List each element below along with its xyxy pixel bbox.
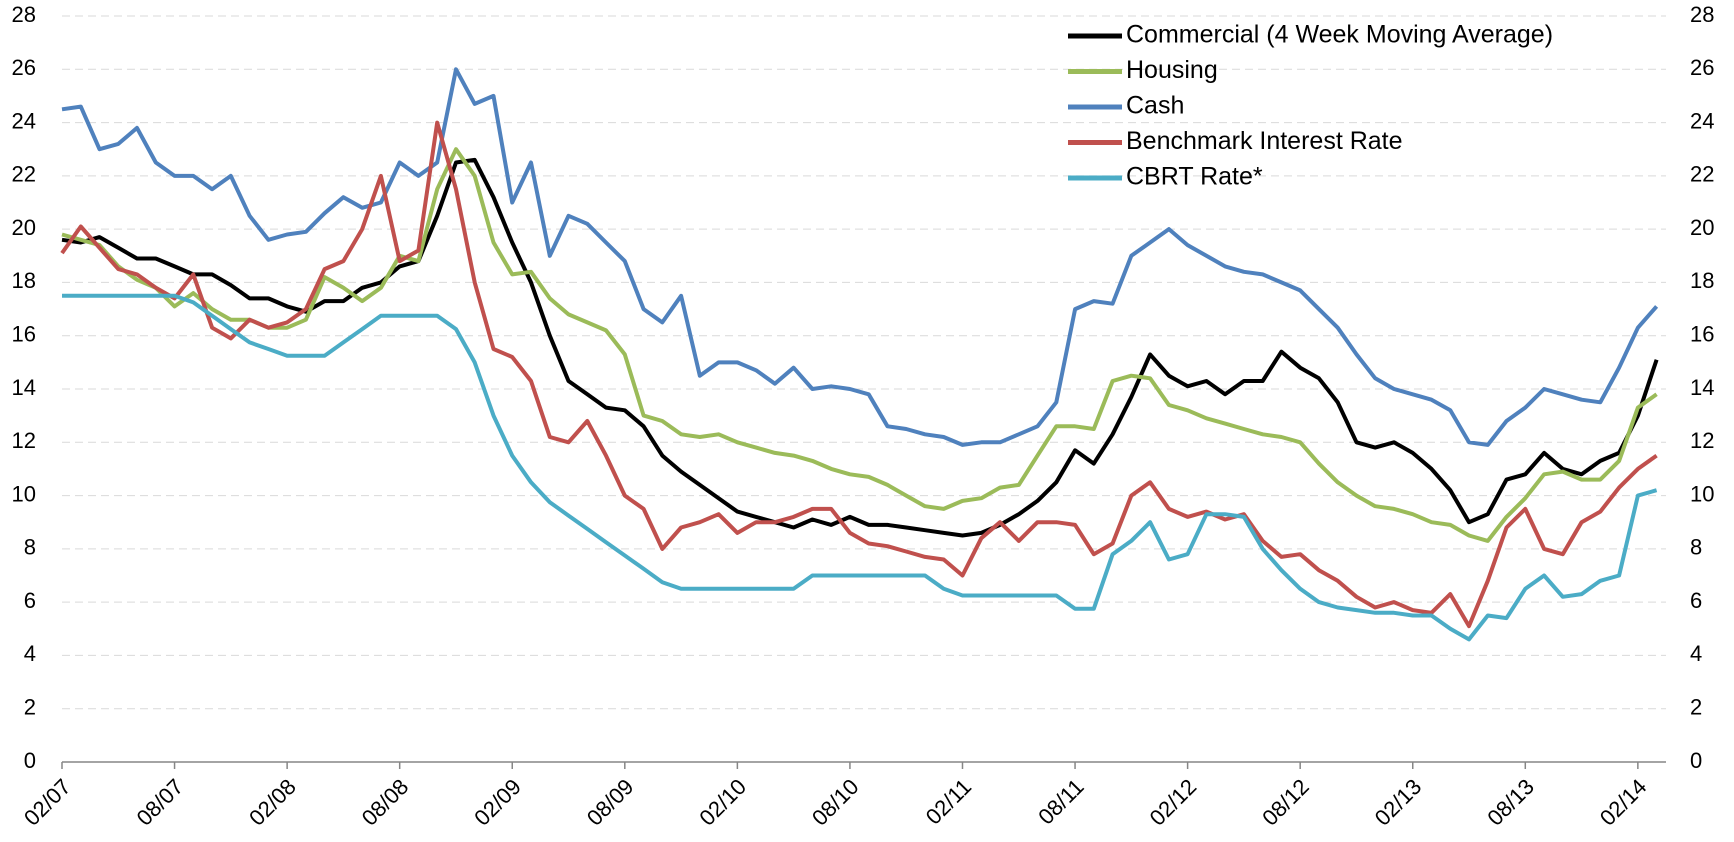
x-tick-label: 08/10	[807, 774, 864, 831]
y2-tick-label: 8	[1690, 535, 1702, 560]
y-tick-label: 4	[24, 641, 36, 666]
x-tick-label: 08/11	[1033, 774, 1088, 829]
y-tick-label: 22	[12, 162, 36, 187]
y-tick-label: 16	[12, 322, 36, 347]
y2-tick-label: 0	[1690, 748, 1702, 773]
legend-label: Housing	[1126, 56, 1218, 84]
y-tick-label: 14	[12, 375, 36, 400]
y2-tick-label: 4	[1690, 641, 1702, 666]
legend-label: Commercial (4 Week Moving Average)	[1126, 21, 1553, 49]
legend-label: Cash	[1126, 92, 1184, 120]
y2-tick-label: 14	[1690, 375, 1714, 400]
legend-label: Benchmark Interest Rate	[1126, 127, 1403, 155]
y2-tick-label: 24	[1690, 108, 1714, 133]
y2-tick-label: 22	[1690, 162, 1714, 187]
y-tick-label: 6	[24, 588, 36, 613]
series-line	[60, 120, 1658, 629]
y-tick-label: 28	[12, 2, 36, 27]
y2-tick-label: 20	[1690, 215, 1714, 240]
y2-tick-label: 26	[1690, 55, 1714, 80]
x-tick-label: 02/08	[244, 774, 301, 831]
x-tick-label: 02/14	[1595, 774, 1652, 831]
x-tick-label: 08/12	[1257, 774, 1314, 831]
y2-tick-label: 6	[1690, 588, 1702, 613]
y-tick-label: 12	[12, 428, 36, 453]
x-tick-label: 02/13	[1370, 774, 1427, 831]
x-tick-label: 02/12	[1145, 774, 1202, 831]
y-tick-label: 10	[12, 481, 36, 506]
x-tick-label: 02/10	[694, 774, 751, 831]
y2-tick-label: 2	[1690, 695, 1702, 720]
x-tick-label: 02/07	[19, 774, 76, 831]
y-tick-label: 26	[12, 55, 36, 80]
x-tick-label: 08/07	[132, 774, 189, 831]
series-line	[61, 147, 1658, 543]
series-line	[62, 293, 1658, 642]
y-tick-label: 18	[12, 268, 36, 293]
y2-tick-label: 12	[1690, 428, 1714, 453]
x-tick-label: 08/13	[1482, 774, 1539, 831]
y2-tick-label: 28	[1690, 2, 1714, 27]
y-tick-label: 2	[24, 695, 36, 720]
y2-tick-label: 18	[1690, 268, 1714, 293]
y2-tick-label: 16	[1690, 322, 1714, 347]
y2-tick-label: 10	[1690, 481, 1714, 506]
x-tick-label: 08/08	[357, 774, 414, 831]
series-line	[61, 157, 1659, 538]
y-tick-label: 20	[12, 215, 36, 240]
x-tick-label: 02/09	[469, 774, 526, 831]
y-tick-label: 24	[12, 108, 36, 133]
legend-label: CBRT Rate*	[1126, 163, 1263, 191]
x-tick-label: 08/09	[582, 774, 639, 831]
y-tick-label: 0	[24, 748, 36, 773]
series-line	[61, 67, 1659, 447]
x-tick-label: 02/11	[921, 774, 976, 829]
y-tick-label: 8	[24, 535, 36, 560]
